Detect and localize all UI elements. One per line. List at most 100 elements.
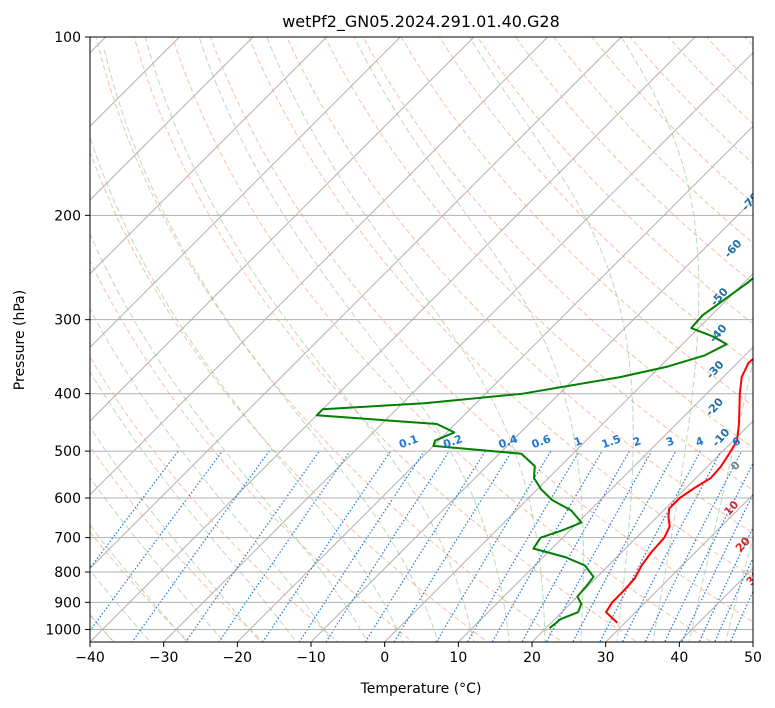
y-tick-label: 800 xyxy=(54,565,81,581)
mixing-ratio-label: 2 xyxy=(631,434,643,449)
moist-adiabat-line xyxy=(90,426,261,642)
isotherm-line xyxy=(457,346,753,642)
x-tick-label: −10 xyxy=(296,650,326,666)
mixing-ratio-line xyxy=(644,450,743,642)
x-tick-label: −20 xyxy=(223,650,253,666)
y-tick-label: 1000 xyxy=(45,622,81,638)
moist-adiabat-line xyxy=(90,135,404,642)
mixing-ratio-label: 1.5 xyxy=(600,432,623,451)
isotherm-line xyxy=(90,37,696,642)
mixing-ratio-line xyxy=(90,450,179,570)
y-tick-label: 400 xyxy=(54,387,81,403)
moist-adiabat-line xyxy=(90,232,369,642)
y-tick-label: 900 xyxy=(54,595,81,611)
isotherm-line xyxy=(605,493,753,642)
x-axis-title: Temperature (°C) xyxy=(360,681,482,697)
moist-adiabat-line xyxy=(90,569,152,642)
isotherm-line xyxy=(163,51,753,642)
dry-adiabat-line xyxy=(438,37,753,365)
y-tick-label: 100 xyxy=(54,30,81,46)
mixing-ratio-label: 0.2 xyxy=(441,432,464,451)
y-axis-title: Pressure (hPa) xyxy=(12,290,28,390)
plot-frame xyxy=(89,36,754,643)
dry-adiabat-line xyxy=(133,37,638,642)
mixing-ratio-label: 0.1 xyxy=(397,432,420,451)
mixing-ratio-line xyxy=(663,462,753,642)
dry-adiabat-line xyxy=(90,259,414,642)
x-tick-label: −30 xyxy=(149,650,179,666)
pressure-grid-lines xyxy=(90,37,753,630)
x-tick-label: 10 xyxy=(449,650,467,666)
mixing-ratio-label: 4 xyxy=(694,434,706,449)
mixing-ratio-line xyxy=(680,493,753,642)
x-tick-label: 20 xyxy=(523,650,541,666)
isotherm-line xyxy=(90,37,401,349)
x-tick-label: 40 xyxy=(670,650,688,666)
isotherm-line xyxy=(90,37,328,275)
dry-adiabat-line xyxy=(324,37,753,491)
dry-adiabat-line xyxy=(591,37,753,204)
mixing-ratio-line xyxy=(621,450,722,642)
dry-adiabat-line xyxy=(209,37,753,623)
x-tick-label: −40 xyxy=(75,650,105,666)
mixing-ratio-line xyxy=(218,450,351,642)
mixing-ratio-label: 0.6 xyxy=(530,432,553,451)
y-tick-label: 300 xyxy=(54,313,81,329)
dry-adiabat-line xyxy=(362,37,753,449)
moist-adiabat-line xyxy=(90,524,188,642)
mixing-ratio-line xyxy=(545,450,653,642)
x-tick-label: 50 xyxy=(744,650,762,666)
dry-adiabat-line xyxy=(477,37,753,325)
moist-adiabat-line xyxy=(90,476,225,642)
isotherm-line xyxy=(90,37,475,422)
mixing-ratio-label: 1 xyxy=(572,434,584,449)
mixing-ratio-line xyxy=(435,450,552,642)
chart-title: wetPf2_GN05.2024.291.01.40.G28 xyxy=(282,12,560,32)
isotherm-line xyxy=(90,37,622,570)
isotherm-line xyxy=(531,420,753,642)
x-tick-label: 30 xyxy=(597,650,615,666)
moist-adiabat-line xyxy=(90,370,297,642)
moist-adiabat-line xyxy=(90,613,115,642)
isotherm-line xyxy=(384,272,753,642)
mixing-ratio-label: 0.4 xyxy=(497,432,520,451)
x-tick-label: 0 xyxy=(380,650,389,666)
dry-adiabat-label: 30 xyxy=(744,568,764,588)
dry-adiabat-line xyxy=(553,37,753,244)
mixing-ratio-line xyxy=(185,450,320,642)
mixing-ratio-lines xyxy=(90,450,753,642)
moist-adiabat-line xyxy=(103,49,440,642)
mixing-ratio-line xyxy=(491,450,603,642)
mixing-ratio-line xyxy=(325,450,450,642)
profile-series xyxy=(315,276,753,629)
y-tick-label: 700 xyxy=(54,531,81,547)
mixing-ratio-line xyxy=(521,450,631,642)
dry-adiabat-line xyxy=(171,37,713,642)
dry-adiabat-line xyxy=(286,37,753,534)
isotherm-line xyxy=(90,37,549,496)
dry-adiabat-line xyxy=(400,37,753,407)
mixing-ratio-label: 3 xyxy=(664,434,676,449)
mixing-ratio-labels: 0.10.20.40.611.52346810131620253036 xyxy=(397,432,743,451)
y-tick-label: 200 xyxy=(54,208,81,224)
mixing-ratio-line xyxy=(364,450,486,642)
dry-adiabat-line xyxy=(95,37,564,642)
x-axis: −40 −30 −20 −10 0 10 20 30 40 50 xyxy=(75,642,762,666)
dewpoint-line xyxy=(315,276,753,629)
y-tick-label: 500 xyxy=(54,444,81,460)
mixing-ratio-label: 6 xyxy=(731,434,743,449)
temperature-line xyxy=(605,357,753,624)
plot-area: -100-90-80-70-60-50-40-30-20-10010203040… xyxy=(90,37,764,642)
isotherm-line xyxy=(90,37,254,201)
dry-adiabat-line xyxy=(90,355,340,642)
mixing-ratio-line xyxy=(466,450,580,642)
mixing-ratio-line xyxy=(393,450,513,642)
mixing-ratio-line xyxy=(262,450,392,642)
isotherm-line xyxy=(236,125,753,642)
dry-adiabat-line xyxy=(515,37,753,284)
y-axis: 100 200 300 400 500 600 700 800 900 1000 xyxy=(45,30,90,638)
y-tick-label: 600 xyxy=(54,491,81,507)
